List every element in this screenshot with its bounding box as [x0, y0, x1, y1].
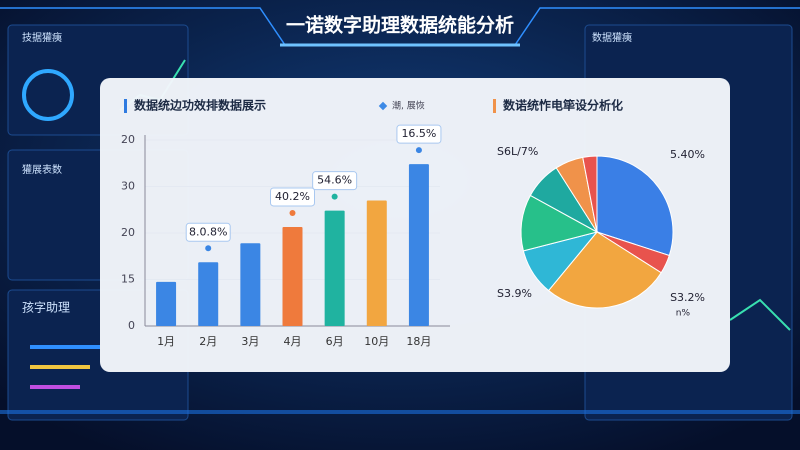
y-tick-label: 15 [121, 273, 135, 286]
side-title: 技据獾痍 [22, 31, 62, 44]
annotation-dot [331, 193, 338, 200]
bar-chart-title: 数据统边功效排数据展示 [134, 98, 266, 113]
annotation-dot [289, 209, 296, 216]
annotation-box [185, 222, 231, 242]
bar [156, 281, 177, 326]
gauge [22, 69, 74, 121]
x-tick-label: 4月 [284, 335, 302, 348]
x-tick-label: 2月 [199, 335, 217, 348]
annotation-box [396, 124, 442, 144]
progress [30, 385, 80, 389]
pie-slice [547, 231, 662, 309]
bar [240, 243, 261, 326]
bar [366, 200, 387, 326]
y-tick-label: 20 [121, 226, 135, 239]
pie-annotation: S3.9% [497, 287, 532, 300]
annotation-box [312, 171, 358, 191]
bar [198, 262, 219, 326]
annotation-dot [205, 245, 212, 252]
annotation-dot [415, 147, 422, 154]
pie-annotation: 5.40% [670, 148, 705, 161]
pie-slice [582, 155, 598, 233]
side-title: 孩字助理 [22, 300, 70, 315]
pie-slice [596, 155, 674, 257]
annotation: 8.0.8% [189, 225, 227, 238]
annotation: 40.2% [275, 190, 310, 203]
side-title: 獾展表数 [22, 163, 62, 176]
x-tick-label: 10月 [364, 335, 389, 348]
progress [30, 345, 100, 349]
pie-annotation: S6L/7% [497, 145, 538, 158]
y-tick-label: 0 [128, 319, 135, 332]
x-tick-label: 1月 [157, 335, 175, 348]
x-tick-label: 3月 [241, 335, 259, 348]
decor-line [729, 298, 791, 331]
legend-label: 潮, 展恢 [392, 100, 425, 112]
progress [30, 365, 90, 369]
pie-chart-title: 数诺统怍电筚设分析化 [503, 98, 623, 113]
title-accent [493, 99, 496, 113]
pie-annotation: S3.2% [670, 291, 705, 304]
legend-marker [378, 101, 388, 111]
annotation: 54.6% [317, 174, 352, 187]
annotation: 16.5% [401, 127, 436, 140]
x-tick-label: 18月 [406, 335, 431, 348]
page-title: 一诺数字助理数据统能分析 [286, 14, 514, 37]
bar [324, 210, 345, 326]
footer-glow [0, 410, 800, 414]
bar [408, 164, 429, 326]
pie-annotation: n% [676, 309, 691, 319]
bar [282, 226, 303, 326]
y-tick-label: 30 [121, 180, 135, 193]
x-tick-label: 6月 [326, 335, 344, 348]
y-tick-label: 20 [121, 133, 135, 146]
side-title: 数据獾痍 [592, 31, 632, 44]
annotation-box [270, 187, 315, 207]
title-accent [124, 99, 127, 113]
